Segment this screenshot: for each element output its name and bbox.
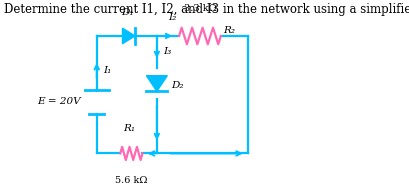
Polygon shape [122, 28, 135, 44]
Text: E = 20V: E = 20V [38, 97, 81, 106]
Text: D₂: D₂ [171, 81, 184, 90]
Text: 3.3 kΩ: 3.3 kΩ [184, 4, 216, 13]
Polygon shape [146, 76, 167, 91]
Text: I₂: I₂ [169, 13, 177, 22]
Text: R₁: R₁ [123, 124, 135, 133]
Text: 5.6 kΩ: 5.6 kΩ [115, 176, 148, 185]
Text: R₂: R₂ [223, 26, 236, 35]
Text: Determine the current I1, I2, and I3 in the network using a simplified model.: Determine the current I1, I2, and I3 in … [4, 3, 409, 16]
Text: D₁: D₁ [121, 8, 134, 17]
Text: I₁: I₁ [103, 66, 112, 75]
Text: I₃: I₃ [163, 47, 172, 56]
